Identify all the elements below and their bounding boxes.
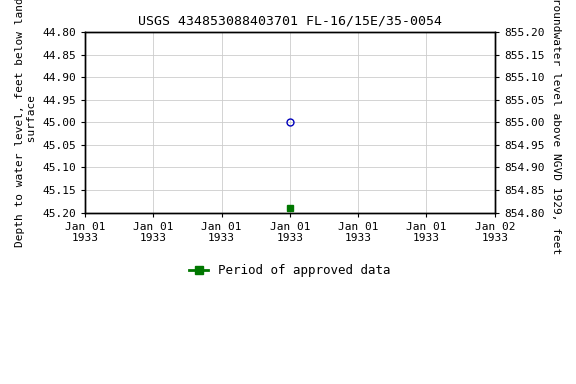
Legend: Period of approved data: Period of approved data — [184, 259, 396, 282]
Y-axis label: Depth to water level, feet below land
 surface: Depth to water level, feet below land su… — [15, 0, 37, 247]
Y-axis label: Groundwater level above NGVD 1929, feet: Groundwater level above NGVD 1929, feet — [551, 0, 561, 254]
Title: USGS 434853088403701 FL-16/15E/35-0054: USGS 434853088403701 FL-16/15E/35-0054 — [138, 15, 442, 28]
